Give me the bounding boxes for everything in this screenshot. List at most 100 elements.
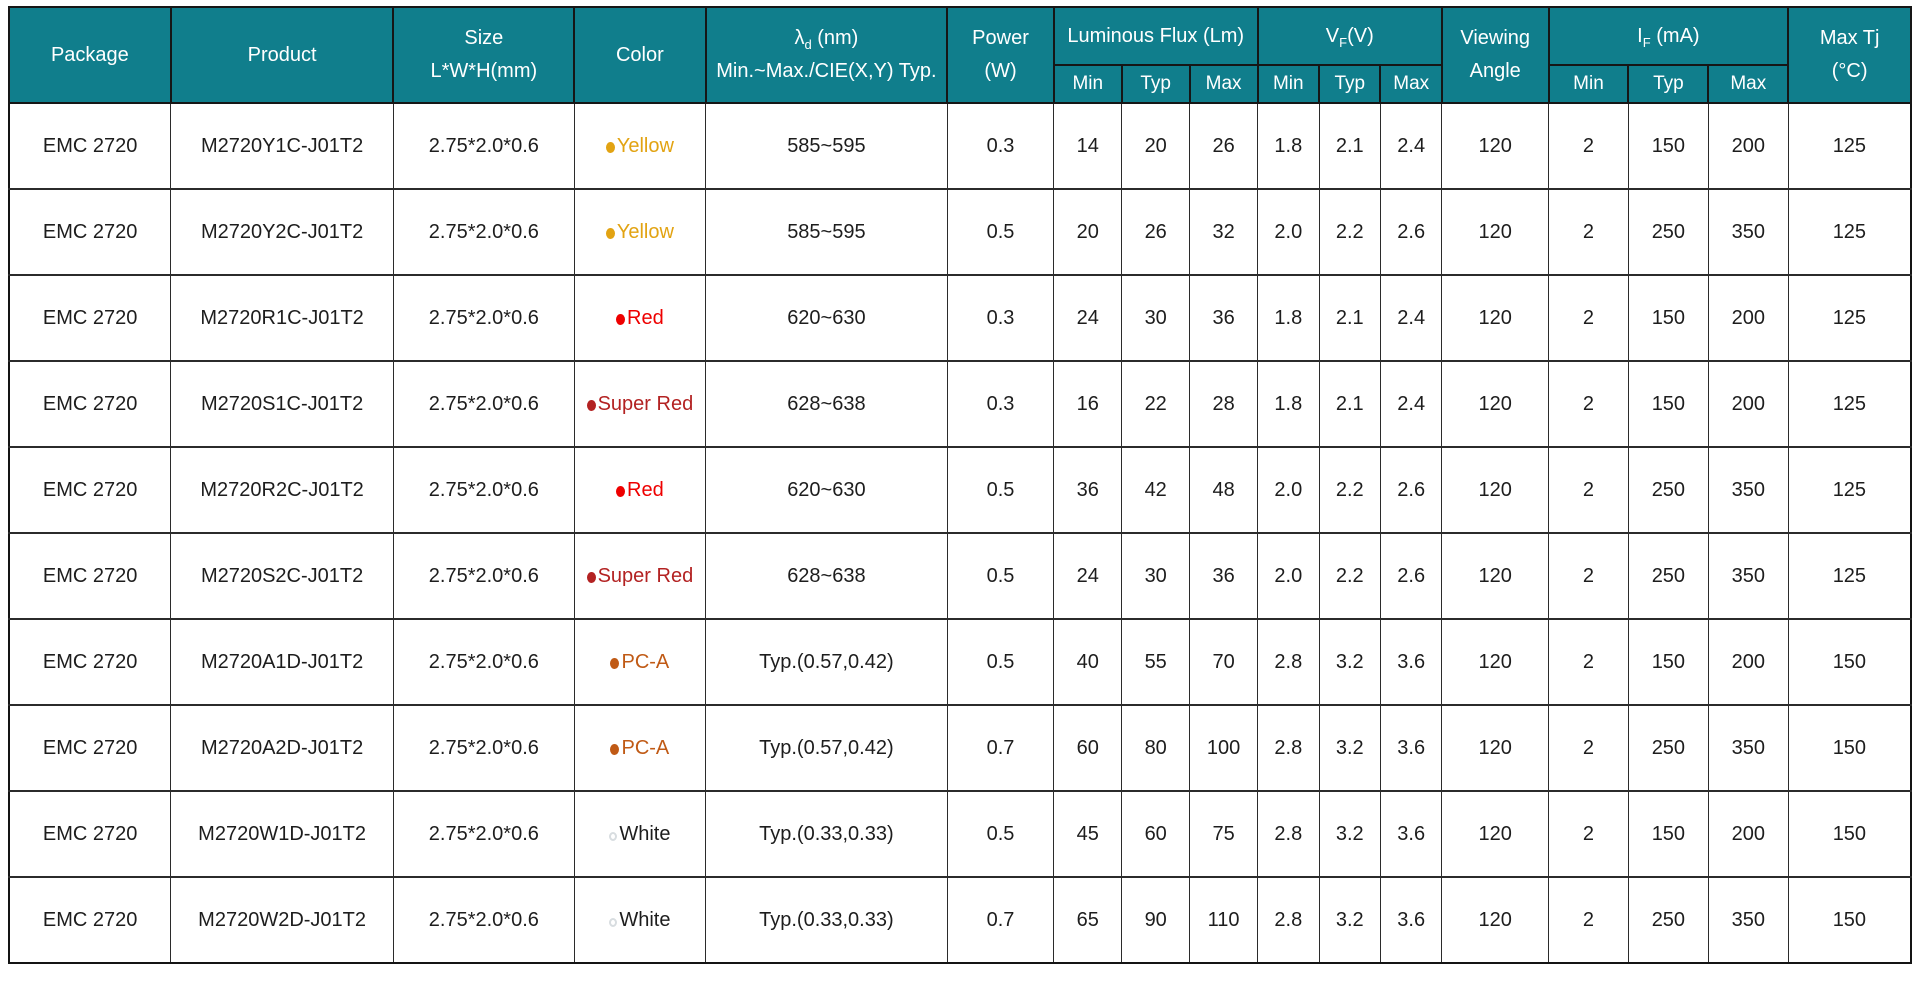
cell-vf-min: 2.0 — [1257, 188, 1320, 276]
subcol-if-max: Max — [1707, 64, 1790, 104]
cell-wavelength: Typ.(0.57,0.42) — [705, 704, 948, 792]
cell-vf-typ: 2.1 — [1318, 360, 1381, 448]
max-tj-label-line2: (°C) — [1831, 60, 1868, 82]
col-header-package: Package — [8, 6, 172, 104]
cell-if-typ: 250 — [1627, 704, 1709, 792]
cell-max-tj: 150 — [1787, 876, 1912, 964]
cell-size: 2.75*2.0*0.6 — [392, 618, 575, 706]
col-group-luminous-flux: Luminous Flux (Lm) — [1052, 6, 1259, 66]
cell-product: M2720Y2C-J01T2 — [170, 188, 394, 276]
size-label-line2: L*W*H(mm) — [430, 60, 538, 82]
cell-vf-typ: 3.2 — [1318, 618, 1381, 706]
cell-flux-max: 75 — [1189, 790, 1259, 878]
cell-if-max: 350 — [1707, 704, 1789, 792]
color-label: Super Red — [597, 564, 694, 587]
cell-color: Red — [573, 274, 707, 362]
color-label: Red — [627, 478, 664, 501]
cell-flux-typ: 26 — [1121, 188, 1191, 276]
cell-max-tj: 125 — [1787, 274, 1912, 362]
cell-max-tj: 125 — [1787, 188, 1912, 276]
cell-if-min: 2 — [1548, 876, 1629, 964]
cell-if-max: 350 — [1707, 876, 1789, 964]
cell-if-min: 2 — [1548, 188, 1629, 276]
cell-package: EMC 2720 — [8, 876, 172, 964]
cell-color: Super Red — [573, 532, 707, 620]
cell-max-tj: 150 — [1787, 618, 1912, 706]
cell-package: EMC 2720 — [8, 446, 172, 534]
cell-vf-typ: 3.2 — [1318, 704, 1381, 792]
col-group-forward-current: IF (mA) — [1547, 6, 1790, 66]
cell-if-typ: 150 — [1627, 102, 1709, 190]
cell-vf-typ: 2.1 — [1318, 274, 1381, 362]
cell-size: 2.75*2.0*0.6 — [392, 274, 575, 362]
cell-package: EMC 2720 — [8, 704, 172, 792]
cell-if-max: 350 — [1707, 532, 1789, 620]
cell-product: M2720A2D-J01T2 — [170, 704, 394, 792]
cell-vf-min: 2.8 — [1257, 618, 1320, 706]
col-header-power: Power (W) — [946, 6, 1055, 104]
cell-color: PC-A — [573, 704, 707, 792]
cell-max-tj: 125 — [1787, 360, 1912, 448]
cell-power: 0.5 — [946, 532, 1055, 620]
color-label: Red — [627, 306, 664, 329]
table-row: EMC 2720 M2720W2D-J01T2 2.75*2.0*0.6 White T… — [8, 876, 1912, 964]
cell-flux-min: 40 — [1053, 618, 1123, 706]
cell-vf-min: 2.8 — [1257, 790, 1320, 878]
cell-vf-min: 1.8 — [1257, 274, 1320, 362]
cell-if-typ: 150 — [1627, 618, 1709, 706]
wavelength-label-line2: Min.~Max./CIE(X,Y) Typ. — [716, 60, 937, 82]
cell-flux-min: 14 — [1053, 102, 1123, 190]
cell-vf-max: 3.6 — [1379, 876, 1443, 964]
table-row: EMC 2720 M2720R2C-J01T2 2.75*2.0*0.6 Red 620… — [8, 446, 1912, 534]
cell-flux-min: 24 — [1053, 274, 1123, 362]
subcol-flux-max: Max — [1188, 64, 1259, 104]
power-label-line1: Power — [972, 27, 1029, 49]
viewing-angle-label-line2: Angle — [1469, 60, 1521, 82]
cell-if-min: 2 — [1548, 274, 1629, 362]
cell-if-max: 200 — [1707, 274, 1789, 362]
cell-size: 2.75*2.0*0.6 — [392, 102, 575, 190]
cell-size: 2.75*2.0*0.6 — [392, 446, 575, 534]
cell-power: 0.7 — [946, 876, 1055, 964]
cell-vf-typ: 3.2 — [1318, 876, 1381, 964]
cell-if-max: 200 — [1707, 360, 1789, 448]
color-label: PC-A — [621, 736, 670, 759]
table-row: EMC 2720 M2720Y2C-J01T2 2.75*2.0*0.6 Yellow… — [8, 188, 1912, 276]
color-dot-icon — [609, 917, 618, 927]
color-dot-icon — [586, 571, 596, 583]
cell-flux-max: 32 — [1189, 188, 1259, 276]
color-dot-icon — [586, 399, 596, 411]
cell-package: EMC 2720 — [8, 360, 172, 448]
color-label: White — [619, 822, 671, 845]
color-dot-icon — [610, 657, 620, 669]
cell-vf-typ: 2.2 — [1318, 188, 1381, 276]
cell-vf-typ: 2.2 — [1318, 532, 1381, 620]
cell-viewing-angle: 120 — [1441, 274, 1549, 362]
cell-size: 2.75*2.0*0.6 — [392, 188, 575, 276]
cell-vf-max: 3.6 — [1379, 618, 1443, 706]
table-body: EMC 2720 M2720Y1C-J01T2 2.75*2.0*0.6 Yellow… — [8, 102, 1912, 964]
subcol-flux-min: Min — [1052, 64, 1123, 104]
cell-flux-max: 70 — [1189, 618, 1259, 706]
table-row: EMC 2720 M2720S2C-J01T2 2.75*2.0*0.6 Super … — [8, 532, 1912, 620]
cell-vf-min: 1.8 — [1257, 360, 1320, 448]
cell-wavelength: 585~595 — [705, 188, 948, 276]
cell-vf-min: 2.0 — [1257, 532, 1320, 620]
cell-package: EMC 2720 — [8, 102, 172, 190]
cell-viewing-angle: 120 — [1441, 188, 1549, 276]
cell-flux-typ: 90 — [1121, 876, 1191, 964]
cell-if-min: 2 — [1548, 618, 1629, 706]
cell-if-max: 200 — [1707, 618, 1789, 706]
cell-color: Red — [573, 446, 707, 534]
cell-color: PC-A — [573, 618, 707, 706]
cell-max-tj: 150 — [1787, 704, 1912, 792]
cell-wavelength: Typ.(0.33,0.33) — [705, 790, 948, 878]
cell-vf-min: 2.8 — [1257, 704, 1320, 792]
color-dot-icon — [605, 227, 615, 239]
power-label-line2: (W) — [984, 60, 1017, 82]
cell-flux-min: 45 — [1053, 790, 1123, 878]
cell-size: 2.75*2.0*0.6 — [392, 360, 575, 448]
cell-vf-min: 1.8 — [1257, 102, 1320, 190]
cell-size: 2.75*2.0*0.6 — [392, 532, 575, 620]
cell-vf-max: 2.6 — [1379, 532, 1443, 620]
